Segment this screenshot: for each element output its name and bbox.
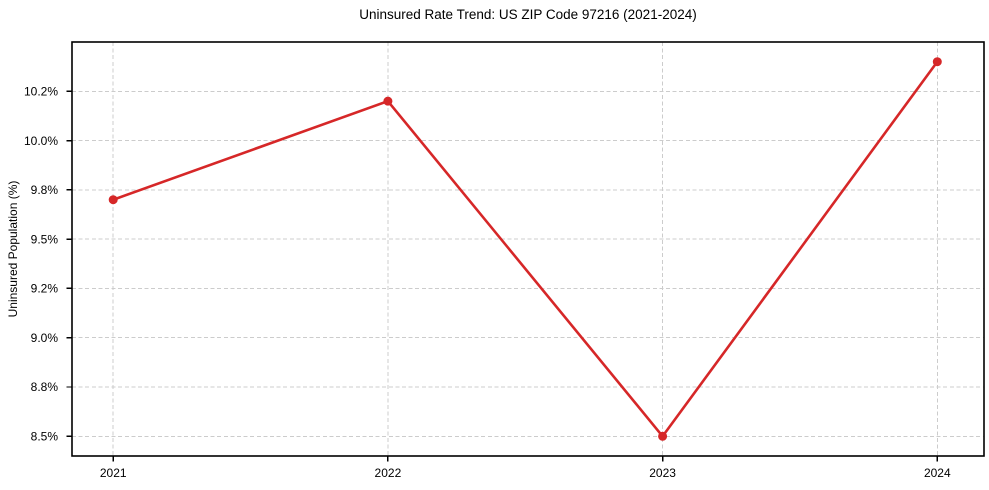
x-tick-label: 2021 (100, 466, 127, 480)
y-tick-label: 9.8% (31, 183, 59, 197)
y-tick-label: 9.0% (31, 331, 59, 345)
y-tick-label: 10.2% (24, 84, 58, 98)
y-tick-label: 9.2% (31, 282, 59, 296)
x-tick-label: 2024 (924, 466, 951, 480)
plot-border (71, 41, 985, 457)
y-tick-label: 8.5% (31, 429, 59, 443)
trend-line (111, 60, 939, 438)
chart-title: Uninsured Rate Trend: US ZIP Code 97216 … (359, 7, 697, 22)
data-point-marker (383, 96, 393, 106)
data-point-marker (108, 195, 118, 205)
data-point-marker (658, 431, 668, 441)
x-tick-label: 2023 (649, 466, 676, 480)
y-tick-label: 10.0% (24, 134, 58, 148)
x-tick-label: 2022 (375, 466, 402, 480)
data-point-marker (932, 57, 942, 67)
y-tick-label: 9.5% (31, 232, 59, 246)
y-tick-label: 8.8% (31, 380, 59, 394)
